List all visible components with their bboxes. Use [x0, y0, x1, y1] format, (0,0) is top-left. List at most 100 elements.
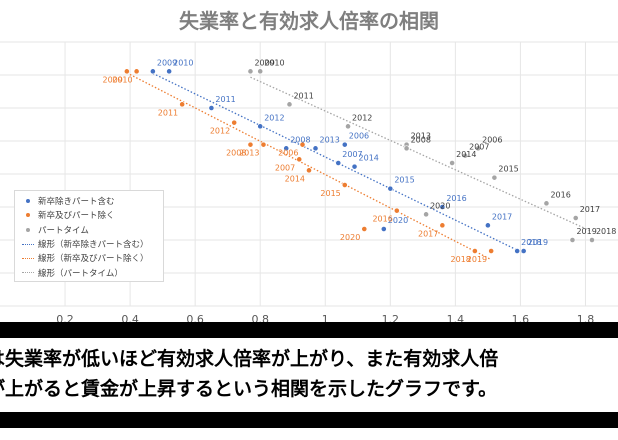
- legend-label: 新卒除きパート含む: [38, 197, 115, 208]
- legend-label: 線形（パートタイム）: [38, 268, 123, 279]
- data-point: [247, 68, 254, 75]
- legend-marker-dot: [26, 227, 30, 232]
- caption-line-2: が上がると賃金が上昇するという相関を示したグラフです。: [0, 378, 498, 400]
- data-label: 2019: [467, 255, 487, 264]
- legend-marker-dash: [22, 272, 34, 274]
- data-label: 2016: [446, 194, 466, 203]
- data-label: 2008: [290, 135, 310, 144]
- data-point: [231, 119, 238, 126]
- data-label: 2015: [320, 189, 340, 198]
- data-label: 2018: [521, 238, 541, 247]
- data-label: 2007: [469, 143, 489, 152]
- data-label: 2011: [158, 108, 178, 117]
- legend-marker-dot: [26, 199, 30, 204]
- data-point: [403, 145, 410, 152]
- data-point: [439, 222, 446, 229]
- legend-marker-dash: [22, 257, 34, 259]
- data-point: [283, 145, 290, 152]
- data-label: 2014: [456, 150, 476, 159]
- data-label: 2015: [394, 176, 414, 185]
- data-label: 2019: [528, 238, 548, 247]
- data-label: 2010: [264, 58, 284, 67]
- caption-band: は失業率が低いほど有効求人倍率が上がり、また有効求人倍 が上がると賃金が上昇する…: [0, 322, 618, 428]
- data-point: [380, 226, 387, 232]
- data-label: 2020: [340, 233, 360, 242]
- data-label: 2013: [411, 132, 431, 141]
- data-point: [260, 141, 267, 148]
- data-point: [569, 237, 576, 243]
- legend-label: 線形（新卒除きパート含む）: [38, 240, 149, 251]
- data-point: [208, 105, 215, 111]
- data-label: 2016: [372, 215, 392, 224]
- legend: 新卒除きパート含む 新卒及びパート除く パートタイム 線形（新卒除きパート含む）…: [14, 190, 164, 282]
- data-label: 2009: [254, 58, 274, 67]
- legend-marker-dot: [26, 213, 30, 218]
- data-point: [299, 141, 306, 148]
- data-point: [491, 174, 498, 181]
- data-label: 2020: [388, 216, 408, 225]
- data-label: 2016: [550, 190, 570, 199]
- data-label: 2017: [580, 205, 600, 214]
- data-point: [247, 141, 254, 148]
- data-label: 2013: [239, 149, 259, 158]
- x-tick-label: 1: [322, 313, 329, 326]
- data-point: [179, 101, 186, 108]
- legend-item-series-1: 新卒除きパート含む: [21, 194, 157, 208]
- data-point: [484, 222, 491, 229]
- caption-box: は失業率が低いほど有効求人倍率が上がり、また有効求人倍 が上がると賃金が上昇する…: [0, 338, 618, 412]
- data-point: [439, 204, 446, 210]
- legend-label: 新卒及びパート除く: [38, 211, 115, 222]
- data-label: 2015: [498, 165, 518, 174]
- data-point: [133, 68, 140, 75]
- data-point: [462, 152, 469, 159]
- data-label: 2018: [596, 227, 616, 236]
- data-label: 2008: [226, 149, 246, 158]
- data-point: [306, 167, 312, 174]
- data-point: [149, 68, 156, 75]
- data-label: 2007: [275, 163, 295, 172]
- data-label: 2014: [285, 174, 305, 183]
- data-point: [257, 68, 264, 75]
- caption-line-1: は失業率が低いほど有効求人倍率が上がり、また有効求人倍: [0, 348, 499, 370]
- legend-item-series-2: 新卒及びパート除く: [21, 208, 157, 222]
- data-label: 2009: [157, 58, 177, 67]
- data-point: [345, 123, 351, 130]
- legend-item-trend-1: 線形（新卒除きパート含む）: [21, 237, 157, 251]
- data-point: [514, 248, 521, 254]
- data-label: 2011: [215, 95, 235, 104]
- data-label: 2012: [210, 127, 230, 136]
- data-point: [488, 248, 495, 254]
- data-label: 2018: [451, 255, 471, 264]
- data-point: [335, 160, 342, 166]
- data-point: [286, 101, 293, 108]
- data-label: 2017: [418, 229, 438, 238]
- legend-label: 線形（新卒及びパート除く）: [38, 254, 149, 265]
- data-point: [351, 163, 358, 170]
- data-point: [166, 68, 173, 75]
- data-point: [257, 123, 264, 130]
- chart-title: 失業率と有効求人倍率の相関: [179, 9, 439, 33]
- trendlines: [126, 72, 593, 261]
- data-label: 2006: [278, 149, 298, 158]
- data-point: [387, 185, 394, 192]
- data-point: [520, 248, 527, 254]
- data-label: 2012: [352, 113, 372, 122]
- data-point: [296, 156, 303, 163]
- data-point: [572, 215, 579, 221]
- data-label: 2013: [320, 135, 340, 144]
- legend-marker-dash: [22, 243, 34, 245]
- data-points: [123, 68, 595, 254]
- data-label: 2009: [102, 75, 122, 84]
- data-point: [449, 160, 456, 166]
- data-point: [475, 145, 482, 152]
- data-point: [393, 207, 400, 214]
- data-point: [341, 182, 348, 188]
- data-label: 2014: [359, 154, 379, 163]
- legend-item-trend-3: 線形（パートタイム）: [21, 265, 157, 279]
- data-label: 2010: [173, 58, 193, 67]
- data-label: 2019: [576, 227, 596, 236]
- data-label: 2006: [349, 132, 369, 141]
- data-point: [543, 200, 550, 207]
- data-point: [312, 145, 319, 152]
